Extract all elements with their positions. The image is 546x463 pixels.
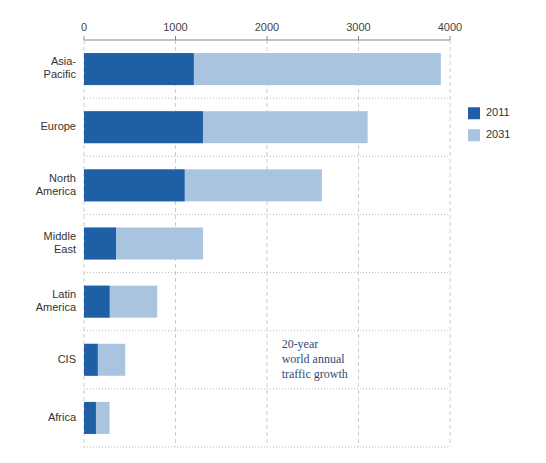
legend: 2011 2031 [468,106,510,141]
x-axis-line [84,40,450,41]
row-separator [84,272,450,273]
row-separator [84,388,450,389]
bar [84,169,185,201]
bar [84,228,203,260]
bar [84,111,368,143]
grid [84,40,450,447]
tick-label: 1000 [163,21,187,33]
bar [84,286,110,318]
grid-line [450,40,451,447]
legend-swatch [468,129,480,141]
category-label: MiddleEast [44,230,76,255]
bars [84,53,441,434]
tick-mark [84,36,85,40]
category-label: CIS [58,353,76,365]
bar [84,344,98,376]
annotation: 20-yearworld annualtraffic growth [282,337,348,381]
row-separator [84,214,450,215]
row-separator [84,156,450,157]
row-separator [84,98,450,99]
category-label: Africa [48,411,77,423]
legend-swatch [468,107,480,119]
bar [84,169,322,201]
legend-label: 2031 [486,128,510,140]
bar [84,344,125,376]
category-label: Europe [41,120,76,132]
row-separator [84,330,450,331]
bar [84,402,110,434]
legend-label: 2011 [486,106,510,118]
bar [84,53,194,85]
grid-line [358,40,359,447]
tick-mark [358,36,359,40]
tick-label: 0 [81,21,87,33]
bar [84,111,203,143]
category-label: Asia-Pacific [44,55,77,80]
tick-mark [267,36,268,40]
grid-line [267,40,268,447]
tick-label: 4000 [438,21,462,33]
tick-mark [175,36,176,40]
bar [84,228,116,260]
category-label: LatinAmerica [36,288,77,313]
category-label: NorthAmerica [36,172,77,197]
tick-label: 3000 [346,21,370,33]
row-separator [84,447,450,448]
bar [84,53,441,85]
bar [84,286,157,318]
tick-mark [450,36,451,40]
tick-label: 2000 [255,21,279,33]
bar [84,402,96,434]
chart: 0 1000 2000 3000 4000 Asia-Pacific Europe North… [0,0,546,463]
